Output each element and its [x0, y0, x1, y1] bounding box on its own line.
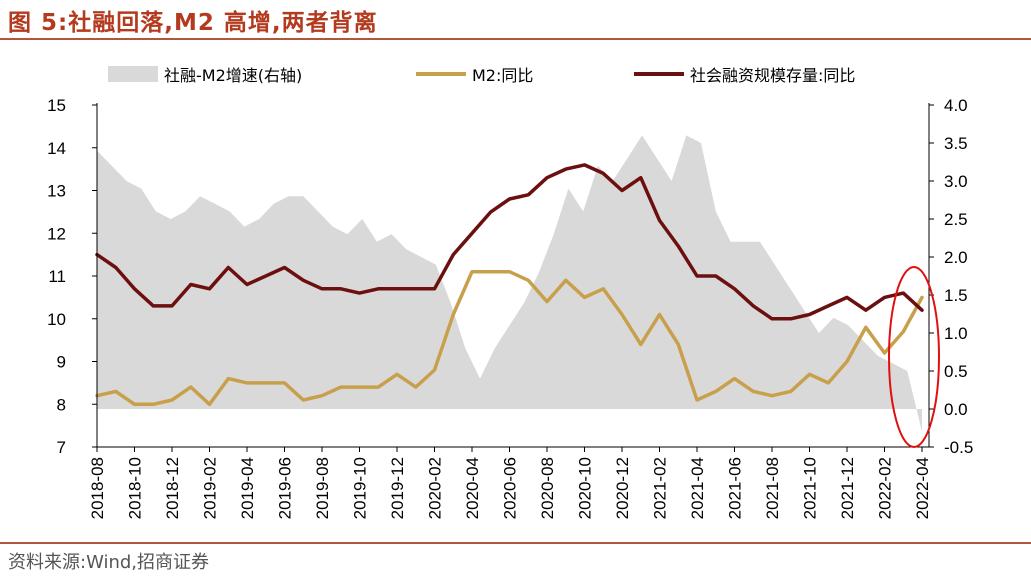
- x-axis-tick-label: 2019-02: [201, 457, 220, 519]
- left-axis-tick-label: 13: [47, 182, 66, 201]
- line-series-m2: [95, 269, 924, 407]
- left-axis-tick-label: 14: [47, 139, 66, 158]
- right-axis-tick-label: 2.0: [944, 248, 968, 267]
- x-axis-tick-label: 2018-12: [163, 457, 182, 519]
- left-axis-tick-label: 7: [57, 438, 66, 457]
- chart-title: 图 5:社融回落,M2 高增,两者背离: [8, 10, 378, 36]
- x-axis-tick-label: 2021-10: [801, 457, 820, 519]
- right-axis-tick-label: 3.0: [944, 172, 968, 191]
- highlight-ellipse: [888, 266, 940, 448]
- legend: 社融-M2增速(右轴) M2:同比 社会融资规模存量:同比: [108, 66, 855, 85]
- source-note: 资料来源:Wind,招商证券: [8, 552, 210, 573]
- x-axis-tick-label: 2019-12: [388, 457, 407, 519]
- area-series-spread: [97, 135, 922, 432]
- right-axis-tick-label: -0.5: [944, 438, 973, 457]
- x-axis-tick-label: 2020-06: [501, 457, 520, 519]
- left-axis-tick-label: 15: [47, 96, 66, 115]
- x-axis-tick-label: 2021-06: [726, 457, 745, 519]
- line-series-tsf: [95, 163, 924, 321]
- x-axis-tick-label: 2020-10: [576, 457, 595, 519]
- area-series-layer: [97, 135, 922, 432]
- x-axis-tick-label: 2022-04: [913, 457, 932, 519]
- right-axis-tick-label: 4.0: [944, 96, 968, 115]
- x-axis-tick-label: 2020-08: [538, 457, 557, 519]
- axes-layer: 7 8 9 10 11 12 13 14 15 -0.5 0.0 0.5 1.0 1.5 2.0 2.5 3.0…: [47, 96, 973, 519]
- x-axis-tick-label: 2021-12: [838, 457, 857, 519]
- left-axis-tick-label: 9: [57, 353, 66, 372]
- x-axis-tick-label: 2018-08: [88, 457, 107, 519]
- left-axis-tick-label: 11: [48, 267, 66, 286]
- left-axis-tick-label: 10: [47, 310, 66, 329]
- footer-divider: [0, 542, 1031, 544]
- legend-area-swatch: [108, 66, 158, 82]
- x-axis-tick-label: 2021-04: [688, 457, 707, 519]
- right-axis-tick-label: 2.5: [944, 210, 968, 229]
- x-axis-tick-label: 2019-08: [313, 457, 332, 519]
- x-axis-tick-label: 2018-10: [126, 457, 145, 519]
- right-axis-tick-label: 0.0: [944, 400, 968, 419]
- x-axis-tick-label: 2019-04: [238, 457, 257, 519]
- legend-m2-label: M2:同比: [472, 66, 533, 85]
- legend-tsf-label: 社会融资规模存量:同比: [690, 66, 855, 85]
- right-axis-tick-label: 1.0: [944, 324, 968, 343]
- x-axis-tick-label: 2021-02: [651, 457, 670, 519]
- x-axis-tick-label: 2019-06: [276, 457, 295, 519]
- left-axis-tick-label: 12: [47, 224, 66, 243]
- x-axis-tick-label: 2020-02: [426, 457, 445, 519]
- legend-area-label: 社融-M2增速(右轴): [164, 66, 302, 85]
- x-axis-tick-label: 2021-08: [763, 457, 782, 519]
- x-axis-tick-label: 2020-04: [463, 457, 482, 519]
- right-axis-tick-label: 0.5: [944, 362, 968, 381]
- x-axis-tick-label: 2020-12: [613, 457, 632, 519]
- right-axis-tick-label: 1.5: [944, 286, 968, 305]
- left-axis-tick-label: 8: [57, 395, 66, 414]
- title-divider: [0, 38, 1031, 40]
- x-axis-tick-label: 2022-02: [876, 457, 895, 519]
- line-series-layer: [95, 163, 924, 407]
- x-axis-tick-label: 2019-10: [351, 457, 370, 519]
- right-axis-tick-label: 3.5: [944, 134, 968, 153]
